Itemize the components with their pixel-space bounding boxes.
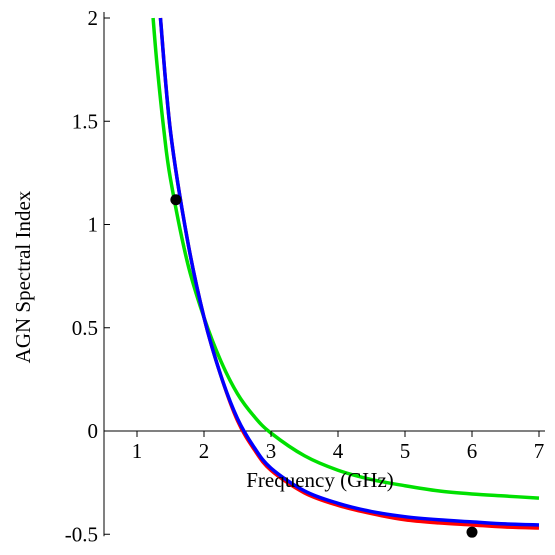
points-layer (170, 194, 478, 538)
y-tick-label: 1 (88, 213, 99, 237)
data-point (170, 194, 182, 206)
series-layer (151, 17, 540, 530)
y-tick-label: 2 (88, 6, 99, 30)
x-tick-label: 4 (333, 439, 344, 463)
x-tick-label: 5 (400, 439, 411, 463)
y-axis-label: AGN Spectral Index (11, 190, 35, 363)
x-axis-label: Frequency (GHz) (246, 468, 394, 492)
series-line (151, 17, 540, 500)
x-tick-label: 3 (266, 439, 277, 463)
x-tick-label: 6 (467, 439, 478, 463)
ticks-layer: 1 2 3 4 5 6 7 2 1.5 1 0.5 0 -0.5 (65, 6, 545, 546)
y-tick-label: -0.5 (65, 522, 98, 546)
y-tick-label: 1.5 (72, 109, 98, 133)
x-tick-label: 2 (199, 439, 210, 463)
y-tick-label: 0.5 (72, 316, 98, 340)
series-line (158, 17, 540, 527)
series-line (158, 17, 540, 530)
data-point (466, 526, 478, 538)
y-tick-label: 0 (88, 419, 99, 443)
axes (103, 12, 545, 537)
x-tick-label: 7 (534, 439, 545, 463)
x-tick-label: 1 (132, 439, 143, 463)
